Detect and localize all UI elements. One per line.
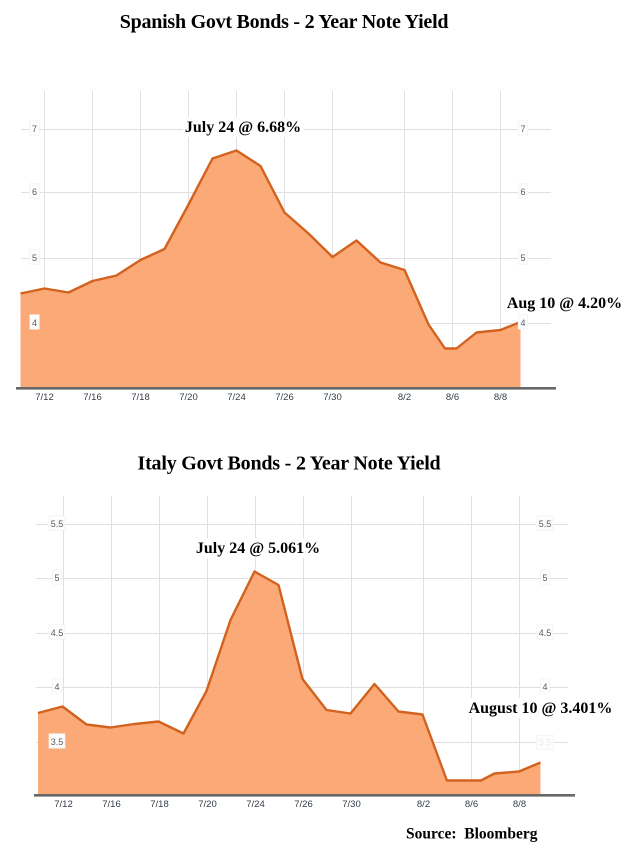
svg-text:5: 5 bbox=[542, 573, 547, 583]
svg-text:Italy Govt Bonds - 2 Year Note: Italy Govt Bonds - 2 Year Note Yield bbox=[138, 453, 441, 475]
svg-text:5.5: 5.5 bbox=[539, 519, 552, 529]
svg-text:7/24: 7/24 bbox=[227, 392, 246, 403]
svg-text:7/26: 7/26 bbox=[294, 799, 313, 810]
svg-text:4.5: 4.5 bbox=[539, 628, 552, 638]
svg-text:August 10 @ 3.401%: August 10 @ 3.401% bbox=[469, 700, 613, 717]
svg-text:6: 6 bbox=[520, 187, 525, 197]
svg-text:July 24 @ 6.68%: July 24 @ 6.68% bbox=[185, 119, 301, 136]
svg-text:8/8: 8/8 bbox=[513, 799, 526, 810]
svg-text:7/18: 7/18 bbox=[150, 799, 169, 810]
svg-text:July 24 @ 5.061%: July 24 @ 5.061% bbox=[196, 540, 320, 557]
svg-text:3.5: 3.5 bbox=[51, 737, 64, 747]
svg-text:7/20: 7/20 bbox=[179, 392, 198, 403]
svg-text:7/18: 7/18 bbox=[131, 392, 150, 403]
svg-text:4: 4 bbox=[54, 682, 59, 692]
svg-text:4: 4 bbox=[520, 318, 525, 328]
svg-text:5: 5 bbox=[32, 253, 37, 263]
svg-text:Spanish Govt Bonds - 2 Year No: Spanish Govt Bonds - 2 Year Note Yield bbox=[120, 11, 449, 33]
svg-text:4.5: 4.5 bbox=[51, 628, 64, 638]
svg-text:Aug 10 @ 4.20%: Aug 10 @ 4.20% bbox=[507, 295, 622, 312]
svg-text:8/6: 8/6 bbox=[446, 392, 459, 403]
svg-text:7/16: 7/16 bbox=[83, 392, 102, 403]
svg-text:7/16: 7/16 bbox=[102, 799, 121, 810]
svg-text:3.5: 3.5 bbox=[539, 737, 552, 747]
svg-text:5: 5 bbox=[520, 253, 525, 263]
svg-text:8/6: 8/6 bbox=[465, 799, 478, 810]
svg-text:4: 4 bbox=[542, 682, 547, 692]
svg-text:7/12: 7/12 bbox=[54, 799, 73, 810]
svg-text:7/20: 7/20 bbox=[198, 799, 217, 810]
svg-text:7/26: 7/26 bbox=[275, 392, 294, 403]
svg-text:8/2: 8/2 bbox=[398, 392, 411, 403]
svg-text:Source: Bloomberg: Source: Bloomberg bbox=[406, 826, 538, 843]
svg-text:5: 5 bbox=[54, 573, 59, 583]
svg-text:8/8: 8/8 bbox=[494, 392, 507, 403]
svg-text:6: 6 bbox=[32, 187, 37, 197]
svg-text:7/12: 7/12 bbox=[35, 392, 54, 403]
svg-text:8/2: 8/2 bbox=[417, 799, 430, 810]
svg-text:7/30: 7/30 bbox=[342, 799, 361, 810]
svg-text:7: 7 bbox=[520, 124, 525, 134]
svg-text:4: 4 bbox=[32, 318, 37, 328]
svg-text:7/24: 7/24 bbox=[246, 799, 265, 810]
svg-text:7: 7 bbox=[32, 124, 37, 134]
svg-text:7/30: 7/30 bbox=[323, 392, 342, 403]
svg-text:5.5: 5.5 bbox=[51, 519, 64, 529]
